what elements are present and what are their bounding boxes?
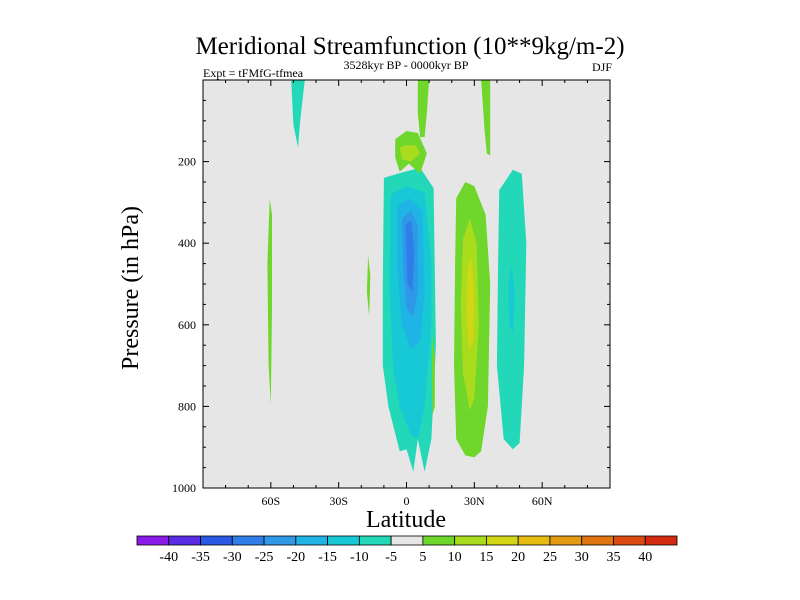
colorbar-swatch [390, 535, 424, 546]
x-tick-label: 30S [329, 494, 348, 508]
colorbar-swatch [200, 535, 233, 546]
y-tick-label: 800 [178, 399, 196, 413]
colorbar-swatch [644, 535, 678, 546]
colorbar-swatch [454, 535, 487, 546]
chart-title: Meridional Streamfunction (10**9kg/m-2) [195, 33, 624, 60]
equatorial-core-25 [405, 220, 415, 293]
colorbar-label: -5 [385, 550, 397, 565]
colorbar-swatch [327, 535, 360, 546]
colorbar-swatch [422, 535, 456, 546]
colorbar-swatch [136, 535, 170, 546]
colorbar-label: -40 [159, 550, 178, 565]
colorbar: -40 -35 -30 -25 -20 -15 -10 -5 5 10 15 20 25 30 35 40 [136, 535, 678, 565]
colorbar-label: 10 [448, 550, 462, 565]
colorbar-swatch [358, 535, 392, 546]
nh-negative-cell-10 [508, 267, 515, 333]
colorbar-swatch [168, 535, 201, 546]
colorbar-swatch [613, 535, 646, 546]
sh-subtropical-sliver [366, 255, 371, 317]
colorbar-label: 25 [543, 550, 557, 565]
x-tick-label: 0 [404, 494, 410, 508]
upper-tropo-positive-10 [399, 145, 421, 162]
experiment-label: Expt = tFMfG-tfmea [203, 66, 304, 80]
colorbar-label: -35 [191, 550, 210, 565]
stratosphere-column-nh [481, 80, 491, 156]
colorbar-label: 35 [606, 550, 620, 565]
colorbar-swatch [263, 535, 297, 546]
x-tick-label: 60N [532, 494, 553, 508]
x-tick-label: 60S [261, 494, 280, 508]
season-label: DJF [592, 60, 612, 74]
colorbar-label: -30 [223, 550, 242, 565]
colorbar-swatch [231, 535, 265, 546]
colorbar-label: 5 [419, 550, 426, 565]
contour-regions [267, 80, 527, 472]
y-tick-label: 1000 [172, 481, 196, 495]
axis-ticks: 60S 30S 0 30N 60N 200 400 600 800 1000 [172, 80, 610, 508]
colorbar-label: 20 [511, 550, 525, 565]
colorbar-swatch [517, 535, 551, 546]
sh-upper-cell [291, 80, 305, 148]
colorbar-label: 40 [638, 550, 652, 565]
x-axis-label: Latitude [366, 507, 446, 533]
colorbar-label: -25 [255, 550, 274, 565]
y-axis-label: Pressure (in hPa) [118, 206, 144, 370]
colorbar-swatch [581, 535, 614, 546]
y-tick-label: 200 [178, 155, 196, 169]
sh-mid-positive [267, 198, 272, 405]
nh-ferrel-15 [466, 255, 475, 350]
y-tick-label: 400 [178, 236, 196, 250]
period-label: 3528kyr BP - 0000kyr BP [344, 58, 469, 72]
y-tick-label: 600 [178, 318, 196, 332]
equatorial-positive-strip [431, 333, 435, 415]
colorbar-swatch [486, 535, 519, 546]
colorbar-label: 30 [575, 550, 589, 565]
colorbar-label: -20 [286, 550, 305, 565]
colorbar-label: -15 [318, 550, 337, 565]
colorbar-label: 15 [479, 550, 493, 565]
colorbar-swatch [549, 535, 583, 546]
colorbar-label: -10 [350, 550, 369, 565]
stratosphere-column-eq [417, 80, 430, 138]
colorbar-swatch [295, 535, 328, 546]
x-tick-label: 30N [464, 494, 485, 508]
